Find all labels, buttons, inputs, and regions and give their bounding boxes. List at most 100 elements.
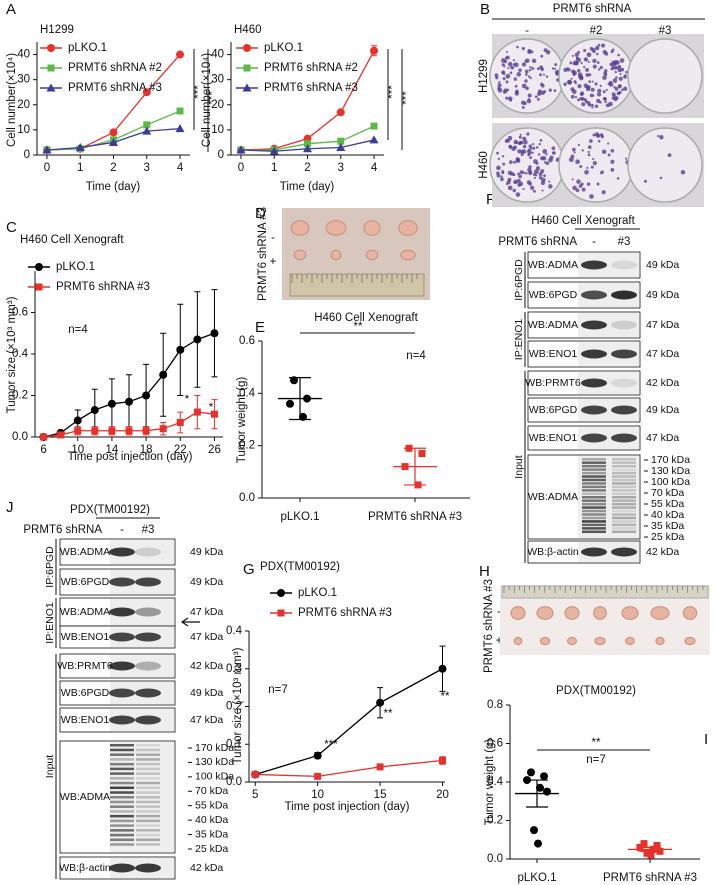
colony xyxy=(571,54,574,57)
colony xyxy=(579,96,584,101)
blot-membrane xyxy=(578,427,639,449)
colony xyxy=(536,98,540,101)
band xyxy=(135,715,161,725)
colony xyxy=(502,162,506,166)
colony xyxy=(508,160,513,165)
tumor xyxy=(655,636,665,646)
blot-row-label: WB:ENO1 xyxy=(61,714,110,726)
colony xyxy=(607,153,611,157)
colony xyxy=(614,86,619,91)
tumor xyxy=(513,636,523,646)
colony xyxy=(590,165,594,169)
annotation: *** xyxy=(207,91,219,105)
legend-marker xyxy=(35,283,43,291)
x-tick-label: PRMT6 shRNA #3 xyxy=(368,511,462,523)
band xyxy=(136,810,160,813)
colony xyxy=(594,104,599,109)
band xyxy=(612,516,636,520)
annotation: * xyxy=(209,402,214,414)
tumor xyxy=(625,636,635,646)
ladder-label: 40 kDa xyxy=(195,814,228,826)
marker xyxy=(304,140,311,148)
band xyxy=(110,810,134,813)
marker xyxy=(91,427,99,435)
colony xyxy=(500,175,503,178)
colony xyxy=(591,106,594,109)
colony xyxy=(579,165,583,168)
colony xyxy=(609,62,613,66)
colony xyxy=(585,73,590,77)
band xyxy=(582,485,606,489)
chart-title: H460 Cell Xenograft xyxy=(314,312,418,324)
y-tick-label: 20 xyxy=(211,99,224,111)
x-tick-label: 2 xyxy=(110,162,116,174)
colony xyxy=(610,148,615,153)
colony xyxy=(529,156,533,160)
marker xyxy=(125,427,133,435)
colony xyxy=(592,64,597,69)
tumor xyxy=(510,606,526,620)
blot-row-label: WB:ADMA xyxy=(60,791,110,803)
colony xyxy=(602,49,607,55)
colony xyxy=(528,165,532,169)
y-axis-label: Cell number(×10⁴) xyxy=(201,53,213,147)
band xyxy=(581,290,607,300)
colony xyxy=(616,91,621,96)
colony xyxy=(548,157,553,163)
marker xyxy=(299,412,307,421)
band xyxy=(611,260,637,270)
band xyxy=(135,688,161,698)
ladder-label: 35 kDa xyxy=(195,828,228,840)
colony xyxy=(531,67,535,70)
marker xyxy=(109,137,118,146)
colony xyxy=(505,182,509,186)
colony xyxy=(587,153,591,157)
band xyxy=(109,715,135,725)
colony xyxy=(572,147,576,152)
colony xyxy=(568,157,574,162)
colony xyxy=(510,65,515,70)
section-label: IP:6PGD xyxy=(513,259,525,301)
blot-row-label: WB:6PGD xyxy=(529,289,578,301)
panel-label: B xyxy=(480,1,490,18)
colony xyxy=(599,172,603,175)
colony xyxy=(522,144,527,149)
band xyxy=(110,796,134,799)
band xyxy=(136,843,160,846)
band xyxy=(611,547,637,557)
band xyxy=(109,863,135,873)
colony xyxy=(509,71,513,75)
band xyxy=(582,478,606,482)
blot-header: PRMT6 shRNA xyxy=(498,236,577,248)
series-line xyxy=(255,759,443,777)
kda-label: 47 kDa xyxy=(646,319,679,331)
band xyxy=(110,791,134,794)
band xyxy=(612,506,636,509)
band xyxy=(109,688,135,698)
marker xyxy=(314,772,322,780)
colony xyxy=(507,177,512,182)
band xyxy=(581,349,607,359)
colony xyxy=(545,49,551,55)
colony xyxy=(528,170,533,175)
colony xyxy=(586,166,589,169)
tumor xyxy=(682,606,698,620)
annotation: ** xyxy=(354,321,363,333)
band xyxy=(582,468,606,471)
ladder-label: 40 kDa xyxy=(651,509,684,521)
error-bar xyxy=(526,779,548,808)
colony xyxy=(518,68,522,72)
colony xyxy=(594,45,600,51)
marker xyxy=(193,335,202,344)
marker xyxy=(376,698,385,707)
y-tick-label: 0.4 xyxy=(487,776,504,788)
row-label: - xyxy=(497,606,501,618)
colony xyxy=(540,54,544,58)
colony xyxy=(614,70,617,74)
marker xyxy=(418,450,426,458)
colony xyxy=(512,59,515,62)
x-tick-label: PRMT6 shRNA #3 xyxy=(603,872,697,884)
colony xyxy=(516,178,521,183)
band xyxy=(110,762,134,766)
marker xyxy=(175,124,185,133)
